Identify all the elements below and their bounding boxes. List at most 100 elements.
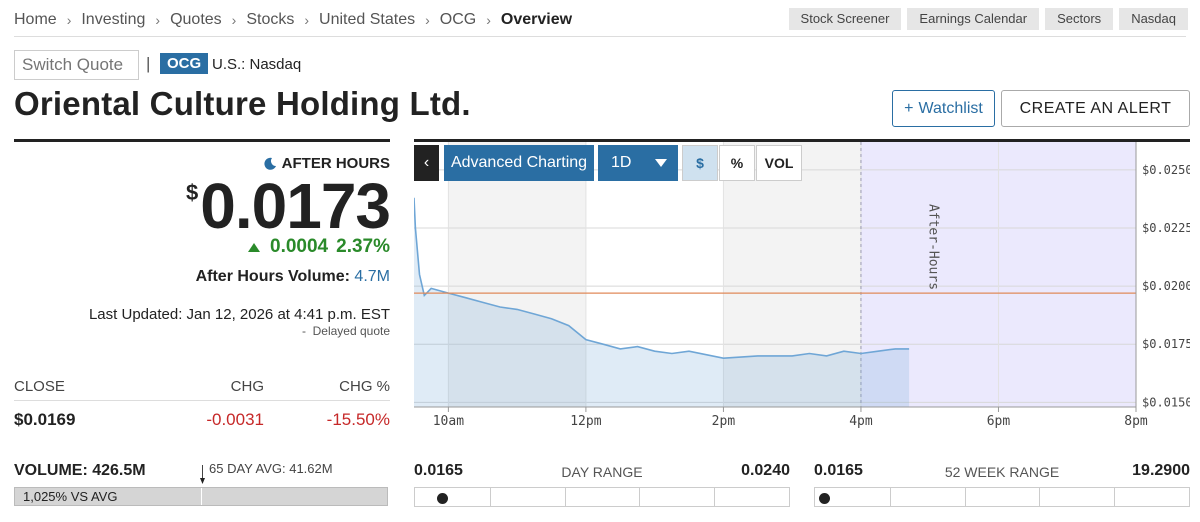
range-tick <box>964 488 966 506</box>
watchlist-label: Watchlist <box>918 99 983 117</box>
range-tick <box>889 488 891 506</box>
day-range-label: DAY RANGE <box>561 464 643 480</box>
x-tick-label: 8pm <box>1124 414 1148 429</box>
chg-value: -0.0031 <box>206 410 264 429</box>
volume-bar: 1,025% VS AVG <box>14 487 388 506</box>
switch-quote-input[interactable] <box>14 50 139 80</box>
nasdaq-link[interactable]: Nasdaq <box>1119 8 1188 30</box>
watchlist-button[interactable]: + Watchlist <box>892 90 995 127</box>
price-line <box>414 197 910 360</box>
session-indicator: AFTER HOURS <box>263 155 390 172</box>
close-value: $0.0169 <box>14 410 76 429</box>
x-tick-label: 10am <box>433 414 464 429</box>
breadcrumb-item[interactable]: United States <box>319 11 416 28</box>
volume-label: VOLUME: 426.5M <box>14 462 146 479</box>
session-band <box>723 142 861 407</box>
y-tick-label: $0.0175 <box>1142 337 1190 351</box>
change-value: 0.0004 <box>270 236 329 257</box>
week52-range-marker <box>819 493 830 504</box>
breadcrumb-item[interactable]: Stocks <box>246 11 295 28</box>
week52-range-label: 52 WEEK RANGE <box>944 464 1060 480</box>
chart-back-button[interactable]: ‹ <box>414 145 439 181</box>
week52-range-high: 19.2900 <box>1132 462 1190 479</box>
chg-header: CHG <box>230 378 264 395</box>
breadcrumb-item[interactable]: Quotes <box>170 11 222 28</box>
chevron-right-icon: › <box>66 12 72 28</box>
after-hours-volume: After Hours Volume: 4.7M <box>196 268 390 286</box>
chevron-right-icon: › <box>425 12 430 28</box>
interval-value: 1D <box>611 154 632 171</box>
currency-symbol: $ <box>186 180 199 205</box>
x-tick-label: 2pm <box>712 414 736 429</box>
create-alert-button[interactable]: CREATE AN ALERT <box>1001 90 1190 127</box>
chg-pct-value: -15.50% <box>326 410 390 429</box>
chevron-right-icon: › <box>304 12 310 28</box>
volume-vs-avg: 1,025% VS AVG <box>23 489 118 504</box>
moon-icon <box>264 157 276 170</box>
chg-pct-header: CHG % <box>339 378 390 395</box>
day-range-bar <box>414 487 790 507</box>
x-tick-label: 12pm <box>570 414 601 429</box>
chevron-down-icon <box>655 159 668 167</box>
week52-range-bar <box>814 487 1190 507</box>
session-label: AFTER HOURS <box>281 155 390 172</box>
range-tick <box>714 488 716 506</box>
y-tick-label: $0.0150 <box>1142 395 1190 409</box>
session-band <box>448 142 586 407</box>
change-percent: 2.37% <box>336 236 390 257</box>
chart-divider <box>414 139 1190 142</box>
breadcrumb-item[interactable]: OCG <box>439 11 477 28</box>
breadcrumb-item[interactable]: Investing <box>81 11 146 28</box>
breadcrumb-item: Overview <box>500 11 573 28</box>
week52-range-low: 0.0165 <box>814 462 863 479</box>
top-divider <box>14 36 1186 37</box>
close-table: CLOSE CHG CHG % $0.0169 -0.0031 -15.50% <box>14 373 390 439</box>
range-tick <box>564 488 566 506</box>
close-header: CLOSE <box>14 378 65 395</box>
day-range-low: 0.0165 <box>414 462 463 479</box>
mode-volume-button[interactable]: VOL <box>756 145 802 181</box>
ticker-badge: OCG <box>160 53 209 74</box>
x-tick-label: 6pm <box>987 414 1011 429</box>
breadcrumb-item[interactable]: Home <box>14 11 57 28</box>
separator: | <box>146 54 151 73</box>
range-tick <box>639 488 641 506</box>
after-hours-label: After-Hours <box>926 204 941 290</box>
avg-volume-label: 65 DAY AVG: 41.62M <box>209 461 333 476</box>
company-name: Oriental Culture Holding Ltd. <box>14 85 471 122</box>
price-chart[interactable]: $0.0150 $0.0175 $0.0200 $0.0225 $0.0250 10am 1… <box>414 142 1190 432</box>
range-tick <box>1114 488 1116 506</box>
advanced-charting-button[interactable]: Advanced Charting <box>444 145 594 181</box>
y-tick-label: $0.0225 <box>1142 221 1190 235</box>
volume-avg-divider <box>201 488 202 505</box>
delayed-note: - Delayed quote <box>302 324 390 338</box>
last-price: $ 0.0173 <box>186 170 391 242</box>
day-range-high: 0.0240 <box>741 462 790 479</box>
day-range-marker <box>437 493 448 504</box>
quick-links: Stock Screener Earnings Calendar Sectors… <box>788 8 1188 30</box>
price-value: 0.0173 <box>200 170 391 242</box>
up-arrow-icon <box>248 242 260 252</box>
avg-marker-icon <box>200 465 205 484</box>
chevron-right-icon: › <box>486 12 491 28</box>
delayed-text: Delayed quote <box>312 324 390 338</box>
close-table-header: CLOSE CHG CHG % <box>14 373 390 401</box>
sectors-link[interactable]: Sectors <box>1045 8 1114 30</box>
chevron-right-icon: › <box>155 12 161 28</box>
x-tick-label: 4pm <box>849 414 873 429</box>
range-tick <box>1039 488 1041 506</box>
y-tick-label: $0.0200 <box>1142 279 1190 293</box>
mode-percent-button[interactable]: % <box>719 145 755 181</box>
ah-volume-label: After Hours Volume: <box>195 268 350 285</box>
plus-icon: + <box>904 99 914 117</box>
stock-screener-link[interactable]: Stock Screener <box>788 8 902 30</box>
range-tick <box>489 488 491 506</box>
y-tick-label: $0.0250 <box>1142 163 1190 177</box>
interval-dropdown[interactable]: 1D <box>598 145 678 181</box>
session-band <box>585 142 724 407</box>
price-change: 0.0004 2.37% <box>248 236 390 258</box>
mode-dollar-button[interactable]: $ <box>682 145 718 181</box>
last-updated: Last Updated: Jan 12, 2026 at 4:41 p.m. … <box>88 306 390 323</box>
breadcrumb: Home › Investing › Quotes › Stocks › United Stat… <box>14 11 572 29</box>
earnings-calendar-link[interactable]: Earnings Calendar <box>907 8 1040 30</box>
